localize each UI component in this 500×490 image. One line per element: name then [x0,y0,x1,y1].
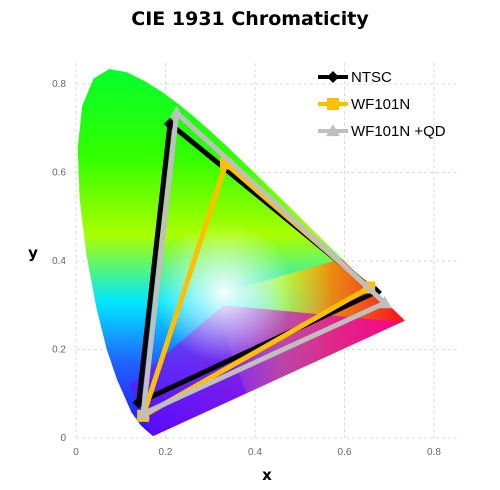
series [132,105,392,422]
data-point [169,105,184,118]
legend-label: WF101N [351,96,410,113]
legend-swatch-marker [327,98,339,110]
legend-item: WF101N +QD [318,123,446,140]
y-tick-label: 0.6 [52,168,66,179]
legend-item: NTSC [318,69,392,86]
legend-swatch-marker [326,124,340,137]
y-tick-label: 0.2 [52,345,66,356]
x-tick-label: 0.6 [338,447,352,458]
x-tick-label: 0.8 [427,447,441,458]
data-point [136,406,151,419]
y-tick-label: 0.4 [52,256,66,267]
y-axis-label: y [28,244,38,262]
x-tick-label: 0.2 [159,447,173,458]
legend-label: NTSC [351,69,392,86]
x-tick-label: 0 [73,447,79,458]
y-tick-label: 0 [60,433,66,444]
legend-item: WF101N [318,96,410,113]
series-2 [136,105,392,419]
x-tick-label: 0.4 [248,447,262,458]
spectral-locus [77,69,405,436]
tick-labels: 0 0.2 0.4 0.6 0.8 0 0.2 0.4 0.6 0.8 [52,79,441,458]
series-line [136,121,378,406]
legend-swatch-marker [327,71,339,83]
y-tick-label: 0.8 [52,79,66,90]
x-axis-label: x [262,466,272,484]
data-point [377,296,392,309]
chart-title: CIE 1931 Chromaticity [131,8,369,30]
series-line [140,110,387,417]
legend-label: WF101N +QD [351,123,446,140]
legend: NTSC WF101N WF101N +QD [318,69,446,140]
